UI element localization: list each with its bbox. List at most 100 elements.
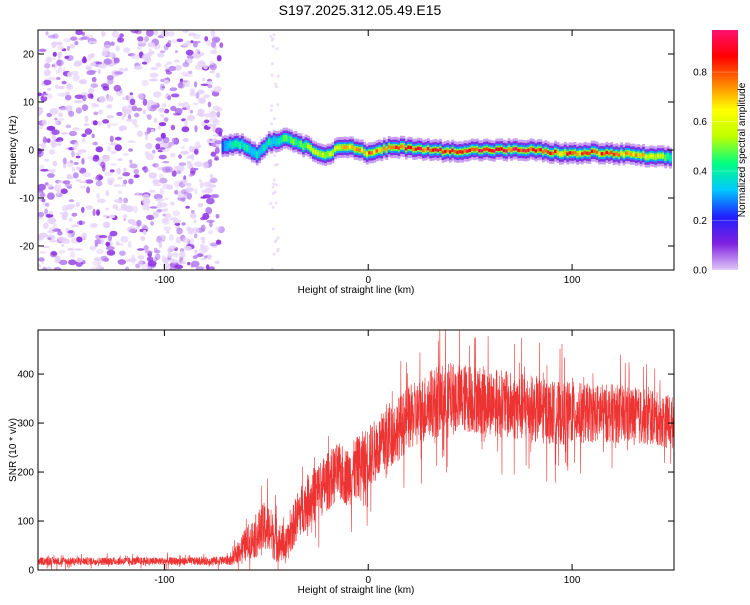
noise-blob — [115, 45, 120, 52]
noise-blob — [106, 104, 113, 109]
noise-blob — [216, 111, 221, 118]
noise-blob — [152, 91, 162, 98]
noise-blob — [92, 120, 98, 126]
noise-blob — [142, 61, 147, 65]
noise-blob — [102, 119, 110, 124]
ridge-cell — [446, 148, 450, 153]
noise-blob — [271, 62, 274, 66]
noise-blob — [209, 173, 214, 179]
noise-blob — [142, 229, 147, 236]
noise-blob — [145, 153, 154, 161]
noise-blob — [69, 160, 74, 164]
noise-blob — [162, 262, 170, 269]
noise-blob — [149, 72, 159, 78]
ridge-cell — [424, 148, 428, 152]
ridge-cell — [573, 150, 577, 155]
noise-blob — [174, 190, 179, 195]
noise-blob — [167, 31, 175, 37]
noise-blob — [190, 109, 193, 114]
noise-blob — [106, 75, 114, 81]
ridge-cell — [341, 145, 345, 150]
noise-blob — [124, 67, 128, 72]
noise-blob — [53, 267, 62, 270]
noise-blob — [182, 179, 187, 185]
noise-blob — [137, 40, 141, 46]
noise-blob — [143, 165, 148, 173]
noise-blob — [130, 54, 140, 60]
noise-blob — [48, 149, 56, 155]
noise-blob — [276, 103, 280, 107]
ridge-cell — [392, 145, 396, 149]
noise-blob — [112, 204, 119, 210]
ridge-cell — [336, 146, 340, 150]
noise-blob — [69, 43, 75, 49]
noise-blob — [178, 162, 187, 166]
noise-blob — [47, 93, 53, 99]
noise-blob — [98, 95, 106, 103]
noise-blob — [206, 140, 216, 144]
noise-blob — [170, 124, 176, 131]
noise-blob — [144, 250, 153, 254]
ridge-cell — [444, 149, 447, 154]
noise-blob — [123, 214, 128, 219]
noise-blob — [159, 50, 166, 53]
noise-blob — [75, 201, 80, 208]
noise-blob — [203, 119, 210, 124]
noise-blob — [127, 140, 136, 143]
ridge-cell — [497, 147, 501, 151]
noise-blob — [141, 79, 149, 87]
noise-blob — [162, 255, 166, 261]
noise-blob — [90, 266, 100, 270]
x-tick-label: 100 — [564, 275, 581, 286]
colorbar-tick-label: 0.0 — [693, 266, 707, 277]
noise-blob — [51, 251, 57, 256]
noise-blob — [273, 190, 277, 194]
noise-blob — [189, 88, 196, 94]
ridge-cell — [326, 152, 330, 156]
ridge-cell — [331, 151, 335, 155]
noise-blob — [42, 119, 47, 126]
noise-blob — [103, 171, 113, 177]
ridge-cell — [537, 148, 540, 152]
noise-blob — [212, 119, 220, 125]
noise-blob — [155, 204, 162, 209]
ridge-cell — [368, 151, 371, 155]
noise-blob — [123, 197, 129, 204]
ridge-cell — [563, 150, 567, 155]
noise-blob — [174, 64, 182, 71]
noise-blob — [161, 103, 167, 108]
ridge-cell — [666, 154, 670, 158]
noise-blob — [170, 201, 175, 206]
noise-blob — [191, 153, 195, 161]
ridge-cell — [409, 145, 413, 150]
ridge-cell — [659, 154, 663, 158]
noise-blob — [48, 76, 56, 81]
amplitude-colorbar: 0.0 0.2 0.4 0.6 0.8 Normalized spectral ampl… — [693, 30, 748, 277]
noise-blob — [147, 266, 152, 270]
noise-blob — [193, 233, 198, 239]
noise-blob — [52, 142, 57, 148]
ridge-cell — [343, 145, 347, 149]
noise-blob — [76, 257, 84, 263]
noise-blob — [52, 160, 58, 167]
noise-blob — [39, 251, 47, 254]
noise-blob — [41, 198, 46, 203]
noise-blob — [74, 41, 79, 46]
noise-blob — [190, 260, 200, 268]
noise-blob — [114, 198, 124, 204]
noise-blob — [46, 138, 51, 144]
ridge-cell — [639, 154, 643, 158]
noise-blob — [48, 227, 56, 231]
noise-blob — [164, 213, 172, 219]
noise-blob — [101, 50, 108, 57]
noise-blob — [158, 122, 167, 127]
noise-blob — [150, 104, 160, 109]
noise-blob — [57, 45, 65, 51]
noise-blob — [92, 208, 96, 216]
ridge-cell — [400, 144, 403, 148]
ridge-cell — [649, 154, 653, 158]
noise-blob — [206, 81, 214, 85]
noise-blob — [153, 247, 158, 254]
ridge-cell — [441, 150, 445, 154]
noise-blob — [194, 48, 200, 54]
